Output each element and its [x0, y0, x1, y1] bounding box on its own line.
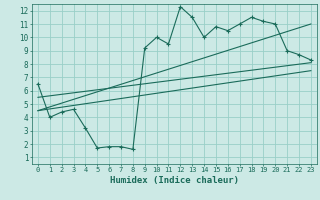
X-axis label: Humidex (Indice chaleur): Humidex (Indice chaleur) [110, 176, 239, 185]
